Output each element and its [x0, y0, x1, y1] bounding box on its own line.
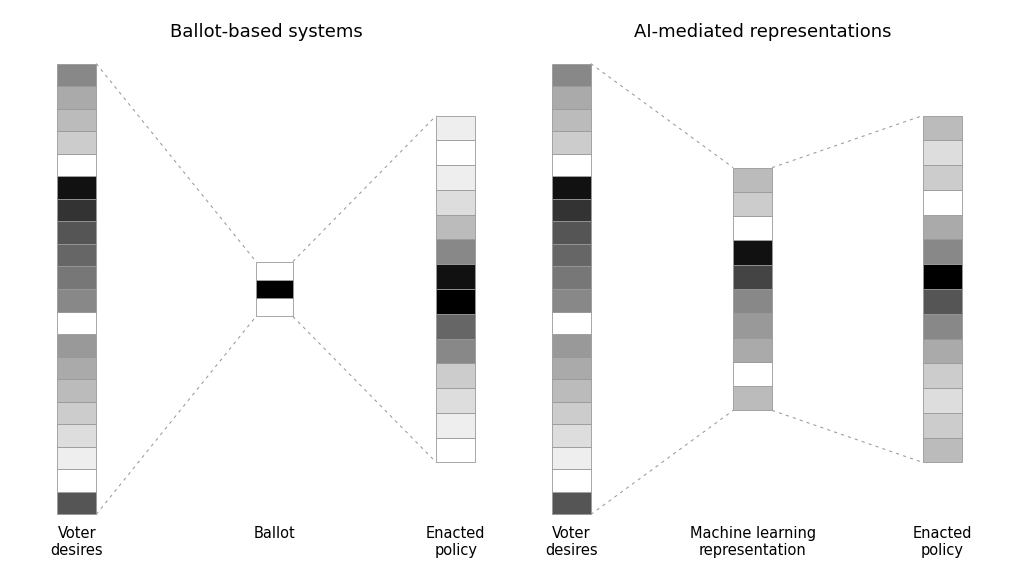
Bar [57, 86, 96, 109]
Bar [923, 264, 962, 289]
Bar [552, 176, 591, 199]
Text: Machine learning
representation: Machine learning representation [689, 526, 816, 558]
Bar [57, 424, 96, 447]
Bar [436, 438, 475, 462]
Text: Ballot-based systems: Ballot-based systems [170, 23, 362, 41]
Bar [57, 64, 96, 86]
Bar [57, 199, 96, 221]
Bar [552, 379, 591, 402]
Bar [733, 168, 772, 192]
Bar [733, 192, 772, 216]
Bar [552, 109, 591, 131]
Bar [57, 289, 96, 312]
Bar [436, 214, 475, 239]
Bar [57, 492, 96, 514]
Bar [57, 447, 96, 469]
Bar [552, 447, 591, 469]
Text: AI-mediated representations: AI-mediated representations [634, 23, 892, 41]
Bar [733, 362, 772, 386]
Bar [552, 131, 591, 154]
Bar [57, 312, 96, 334]
Bar [552, 86, 591, 109]
Bar [57, 131, 96, 154]
Bar [57, 469, 96, 492]
Bar [733, 289, 772, 313]
Bar [436, 339, 475, 364]
Bar [733, 240, 772, 265]
Bar [923, 289, 962, 314]
Bar [436, 165, 475, 190]
Bar [552, 357, 591, 379]
Bar [57, 379, 96, 402]
Bar [923, 339, 962, 364]
Bar [57, 221, 96, 244]
Bar [436, 190, 475, 214]
Text: Enacted
policy: Enacted policy [912, 526, 972, 558]
Bar [923, 364, 962, 388]
Text: Voter
desires: Voter desires [545, 526, 598, 558]
Bar [57, 334, 96, 357]
Bar [552, 492, 591, 514]
Bar [552, 334, 591, 357]
Bar [57, 109, 96, 131]
Bar [57, 402, 96, 424]
Bar [436, 116, 475, 140]
Bar [552, 266, 591, 289]
Bar [57, 266, 96, 289]
Text: Ballot: Ballot [254, 526, 295, 541]
Bar [57, 244, 96, 266]
Bar [923, 413, 962, 438]
Text: Enacted
policy: Enacted policy [426, 526, 485, 558]
Bar [256, 298, 293, 316]
Bar [552, 402, 591, 424]
Bar [436, 314, 475, 339]
Bar [436, 364, 475, 388]
Bar [552, 154, 591, 176]
Bar [552, 199, 591, 221]
Bar [436, 289, 475, 314]
Bar [923, 388, 962, 413]
Bar [923, 239, 962, 264]
Text: Voter
desires: Voter desires [50, 526, 103, 558]
Bar [552, 244, 591, 266]
Bar [436, 388, 475, 413]
Bar [923, 116, 962, 140]
Bar [552, 289, 591, 312]
Bar [923, 438, 962, 462]
Bar [923, 190, 962, 214]
Bar [552, 64, 591, 86]
Bar [923, 165, 962, 190]
Bar [256, 261, 293, 280]
Bar [923, 314, 962, 339]
Bar [552, 221, 591, 244]
Bar [733, 386, 772, 410]
Bar [436, 140, 475, 165]
Bar [256, 280, 293, 298]
Bar [733, 216, 772, 240]
Bar [436, 264, 475, 289]
Bar [923, 214, 962, 239]
Bar [552, 312, 591, 334]
Bar [552, 469, 591, 492]
Bar [57, 176, 96, 199]
Bar [733, 338, 772, 362]
Bar [57, 357, 96, 379]
Bar [436, 413, 475, 438]
Bar [733, 265, 772, 289]
Bar [436, 239, 475, 264]
Bar [923, 140, 962, 165]
Bar [733, 313, 772, 338]
Bar [552, 424, 591, 447]
Bar [57, 154, 96, 176]
